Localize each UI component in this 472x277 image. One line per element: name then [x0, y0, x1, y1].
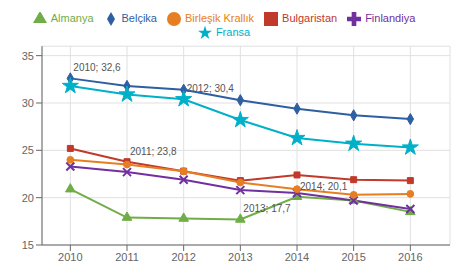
svg-text:2011; 23,8: 2011; 23,8 [130, 146, 177, 157]
svg-text:2014; 20,1: 2014; 20,1 [300, 181, 348, 192]
svg-text:2012: 2012 [171, 251, 195, 263]
svg-text:2010: 2010 [58, 251, 82, 263]
svg-text:2015: 2015 [341, 251, 365, 263]
html-text:Bulgaristan: Bulgaristan [282, 12, 338, 24]
svg-text:2013: 2013 [228, 251, 252, 263]
html-text:Finlandiya: Finlandiya [365, 12, 416, 24]
html-text:Almanya: Almanya [50, 12, 94, 24]
svg-text:35: 35 [22, 50, 34, 62]
svg-text:2016: 2016 [398, 251, 422, 263]
svg-text:15: 15 [22, 239, 34, 251]
svg-text:2014: 2014 [285, 251, 309, 263]
html-text:Fransa: Fransa [215, 26, 251, 39]
svg-text:2010; 32,6: 2010; 32,6 [73, 62, 121, 73]
html-text:Belçika: Belçika [121, 12, 157, 24]
svg-text:25: 25 [22, 144, 34, 156]
svg-text:20: 20 [22, 192, 34, 204]
svg-text:2011: 2011 [115, 251, 139, 263]
svg-text:2013; 17,7: 2013; 17,7 [243, 203, 291, 214]
svg-text:30: 30 [22, 97, 34, 109]
html-text:Birleşik Krallık: Birleşik Krallık [185, 12, 255, 24]
svg-text:2012; 30,4: 2012; 30,4 [187, 83, 235, 94]
